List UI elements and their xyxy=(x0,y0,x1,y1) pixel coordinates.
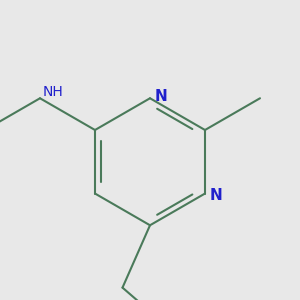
Text: NH: NH xyxy=(43,85,64,99)
Text: N: N xyxy=(210,188,223,203)
Text: N: N xyxy=(155,89,168,104)
